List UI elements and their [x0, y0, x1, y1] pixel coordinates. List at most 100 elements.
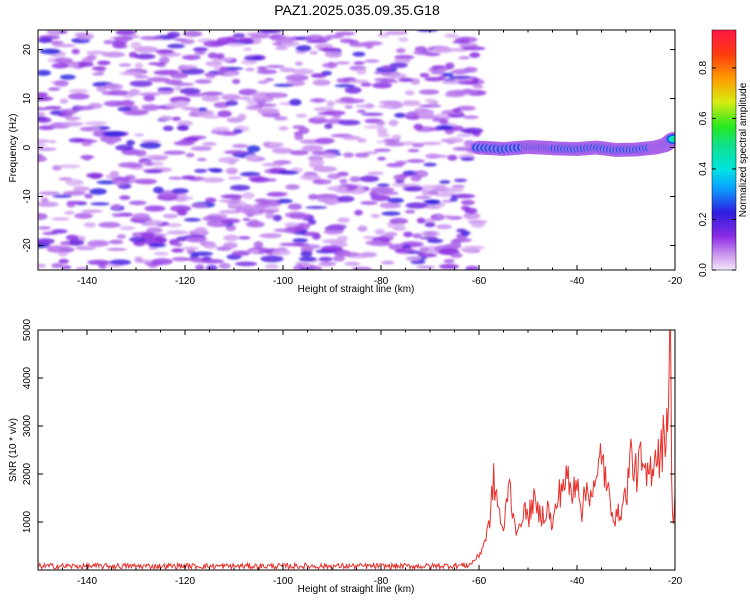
spectrogram-cell — [241, 59, 258, 65]
spectrogram-cell — [285, 74, 309, 82]
spectrogram-cell — [419, 73, 430, 78]
spectrogram-cell — [168, 176, 184, 180]
spectrogram-cell — [379, 202, 402, 209]
spectrogram-cell — [110, 170, 119, 177]
spectrogram-cell — [374, 71, 383, 75]
spectrogram-cell — [218, 199, 240, 203]
spectrogram-cell — [232, 79, 241, 84]
spectrogram-cell — [243, 47, 252, 51]
spectrogram-cell — [190, 146, 213, 151]
spectrogram-cell — [126, 139, 135, 146]
spectrogram-cell — [406, 159, 426, 163]
spectrogram-cell — [452, 108, 461, 113]
spectrogram-cell — [380, 80, 399, 83]
spectrogram-cell — [417, 253, 438, 258]
spectrogram-cell — [134, 149, 147, 157]
spectrogram-cell — [193, 47, 208, 52]
spectrogram-cell — [111, 203, 122, 210]
spectrogram-cell — [148, 62, 166, 66]
spectrogram-cell — [337, 235, 348, 242]
spectrogram-cell — [148, 243, 166, 248]
spectrogram-cell — [103, 40, 114, 45]
spectrogram-cell — [442, 72, 454, 77]
spectrogram-cell — [365, 43, 374, 49]
spectrogram-cell — [432, 186, 449, 192]
spectrogram-cell — [201, 95, 220, 102]
x-tick-label: -20 — [668, 276, 683, 287]
spectrogram-cell — [166, 223, 183, 228]
spectrogram-cell — [96, 180, 118, 185]
spectrogram-cell — [361, 112, 384, 116]
spectrogram-cell — [170, 72, 189, 79]
spectrogram-cell — [432, 47, 454, 54]
spectrogram-cell — [181, 246, 200, 251]
y-tick-label: 2000 — [22, 462, 33, 485]
spectrogram-cell — [38, 37, 53, 44]
spectrogram-cell — [354, 152, 370, 158]
spectrogram-cell — [334, 84, 356, 88]
spectrogram-cell — [295, 113, 308, 118]
spectrogram-cell — [134, 256, 143, 264]
spectrogram-cell — [74, 105, 95, 111]
spectrogram-cell — [102, 131, 126, 137]
spectrogram-cell — [284, 222, 299, 228]
spectrogram-cell — [183, 217, 202, 222]
spectrogram-cell — [134, 133, 145, 137]
spectrogram-cell — [363, 125, 385, 129]
spectrogram-cell — [191, 203, 208, 209]
spectrogram-cell — [294, 61, 303, 66]
spectrogram-cell — [104, 83, 119, 89]
snr-x-label: Height of straight line (km) — [298, 584, 415, 595]
spectrogram-cell — [245, 154, 259, 161]
spectrogram-cell — [359, 252, 377, 258]
spectrogram-cell — [373, 148, 392, 152]
spectrogram-cell — [87, 240, 110, 247]
x-tick-label: -40 — [570, 276, 585, 287]
spectrogram-cell — [203, 40, 226, 48]
spectrogram-cell — [309, 159, 325, 166]
spectrogram-cell — [238, 236, 251, 240]
spectrogram-cell — [308, 194, 318, 200]
x-tick-label: -100 — [273, 576, 293, 587]
spectrogram-cell — [395, 179, 405, 184]
spectrogram-cell — [140, 104, 153, 109]
spectrogram-cell — [449, 75, 471, 79]
spectrogram-cell — [231, 250, 251, 256]
spectrogram-cell — [38, 201, 59, 207]
spectrogram-cell — [221, 209, 236, 214]
spectrogram-cell — [97, 60, 111, 66]
spectrogram-cell — [38, 143, 47, 147]
spectrogram-cell — [256, 66, 268, 70]
spectrogram-cell — [365, 240, 383, 246]
spectrogram-cell — [287, 203, 302, 210]
spectrogram-cell — [407, 149, 420, 153]
spectrogram-cell — [376, 121, 386, 126]
spectrogram-cell — [310, 73, 327, 78]
snr-axes: -140 -120 -100 -80 -60 -40 -20 1000 2000 3000 4000… — [22, 318, 683, 587]
spectrogram-cell — [245, 67, 255, 72]
spectrogram-cell — [209, 169, 223, 173]
spectrogram-cell — [247, 249, 260, 254]
spectrogram-cell — [228, 203, 246, 208]
spectrogram-cell — [310, 265, 323, 270]
spectrogram-cell — [450, 252, 463, 259]
spectrogram-cell — [217, 110, 232, 118]
spectrogram-cell — [356, 109, 366, 114]
spectrogram-cell — [160, 69, 180, 74]
spectrogram-cell — [325, 34, 344, 39]
spectrogram-cell — [327, 185, 349, 192]
spectrogram-cell — [134, 46, 159, 53]
spectrogram-cell — [182, 30, 203, 37]
x-tick-label: -80 — [374, 276, 389, 287]
spectrogram-cell — [376, 33, 390, 38]
x-tick-label: -60 — [472, 276, 487, 287]
spectrogram-cell — [74, 212, 93, 219]
x-tick-label: -140 — [77, 576, 97, 587]
spectrogram-cell — [132, 213, 151, 220]
spectrogram-cell — [257, 80, 269, 84]
spectrogram-cell — [48, 140, 57, 144]
spectrogram-cell — [144, 162, 154, 166]
spectrogram-cell — [159, 56, 170, 64]
spectrogram-cell — [416, 265, 436, 269]
spectrogram-cell — [116, 234, 126, 239]
